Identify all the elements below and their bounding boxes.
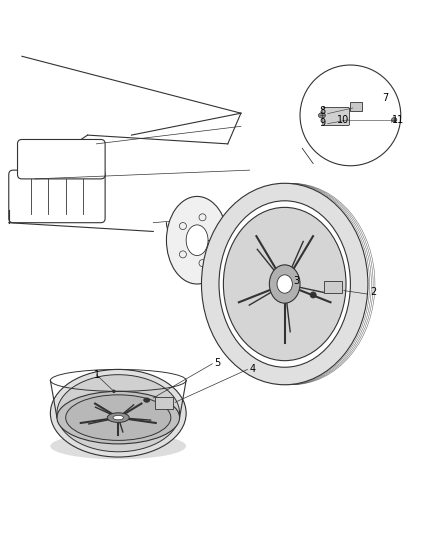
FancyBboxPatch shape: [155, 397, 173, 409]
Ellipse shape: [66, 395, 171, 440]
Ellipse shape: [113, 415, 124, 420]
Ellipse shape: [318, 113, 325, 118]
Ellipse shape: [57, 375, 180, 452]
Text: 4: 4: [250, 364, 256, 374]
FancyBboxPatch shape: [9, 170, 105, 223]
Text: 9: 9: [320, 118, 326, 128]
Ellipse shape: [166, 197, 228, 284]
Ellipse shape: [112, 390, 116, 393]
Ellipse shape: [144, 398, 150, 402]
Ellipse shape: [186, 225, 208, 255]
Text: 10: 10: [337, 115, 350, 125]
Ellipse shape: [219, 201, 350, 367]
Text: 5: 5: [215, 358, 221, 368]
Ellipse shape: [50, 369, 186, 457]
Ellipse shape: [201, 183, 368, 385]
Ellipse shape: [223, 207, 346, 361]
Text: 8: 8: [320, 106, 326, 116]
Text: 3: 3: [293, 276, 300, 286]
FancyBboxPatch shape: [323, 108, 350, 125]
Text: 11: 11: [392, 115, 404, 125]
Ellipse shape: [277, 275, 293, 293]
Ellipse shape: [269, 265, 300, 303]
Ellipse shape: [107, 413, 129, 423]
Text: 7: 7: [382, 93, 388, 103]
Circle shape: [300, 65, 401, 166]
Ellipse shape: [50, 433, 186, 459]
Text: 2: 2: [370, 287, 376, 297]
FancyBboxPatch shape: [324, 281, 342, 293]
Ellipse shape: [392, 118, 397, 122]
Text: 1: 1: [94, 370, 100, 380]
FancyBboxPatch shape: [350, 102, 362, 111]
FancyBboxPatch shape: [18, 140, 105, 179]
Ellipse shape: [57, 391, 180, 444]
Ellipse shape: [310, 292, 316, 298]
